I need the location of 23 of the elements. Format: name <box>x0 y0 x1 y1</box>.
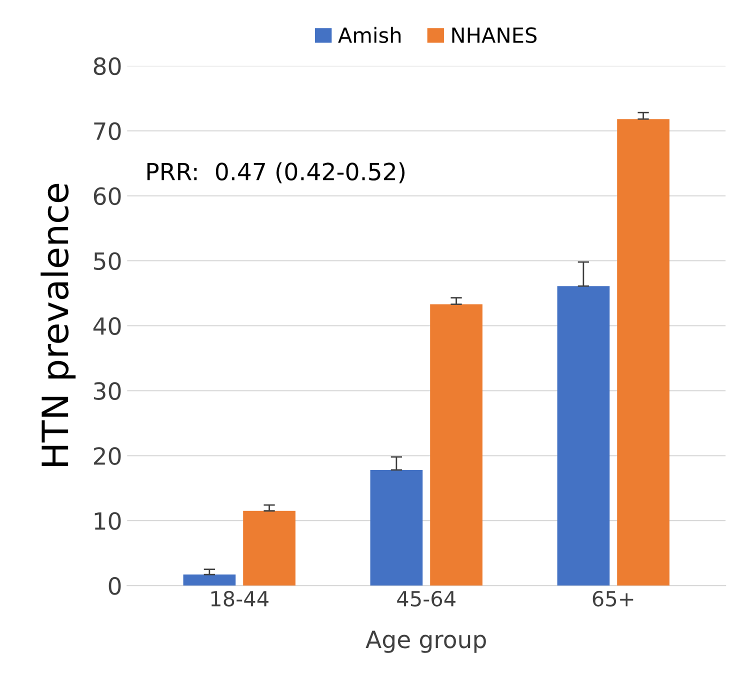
y-tick-label: 80 <box>94 57 121 76</box>
bar <box>557 286 610 586</box>
bar <box>183 574 236 586</box>
y-tick-label: 20 <box>94 447 121 465</box>
y-tick-label: 10 <box>94 512 121 530</box>
legend-label: NHANES <box>452 27 537 44</box>
y-tick-label: 70 <box>94 122 121 140</box>
y-tick-label: 40 <box>93 317 121 336</box>
bar <box>243 510 296 586</box>
annotation: PRR: 0.47 (0.42-0.52) <box>147 162 405 184</box>
legend-label: Amish <box>338 26 401 44</box>
x-tick-label: 65+ <box>592 590 634 607</box>
y-tick-label: 60 <box>94 187 121 206</box>
bar <box>617 119 670 586</box>
y-tick-label: 50 <box>94 252 121 270</box>
y-axis-title: HTN prevalence <box>40 184 76 466</box>
x-tick-label: 45-64 <box>397 590 456 607</box>
bar <box>430 304 482 586</box>
bar <box>370 470 423 586</box>
y-tick-label: 30 <box>94 382 121 400</box>
x-tick-label: 18-44 <box>211 590 268 607</box>
y-tick-label: 0 <box>108 577 121 595</box>
x-axis-title: Age group <box>366 630 486 653</box>
